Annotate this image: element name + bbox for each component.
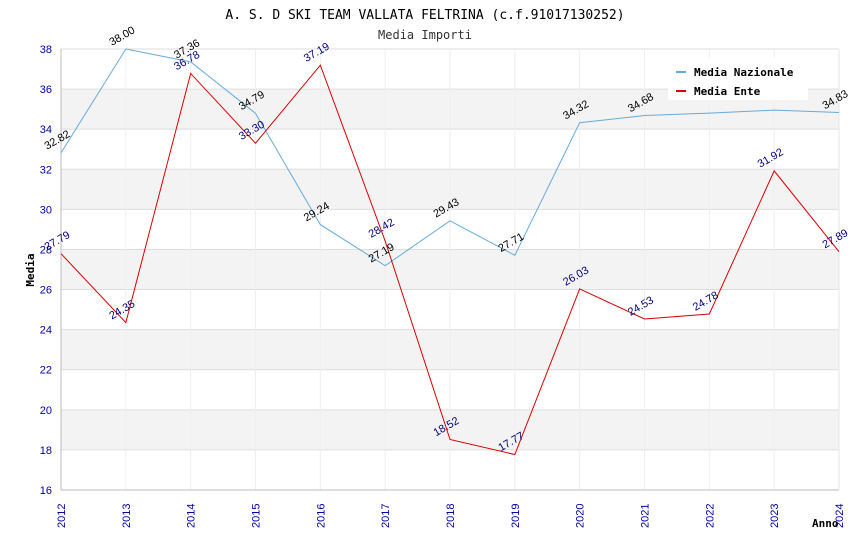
data-label: 31.92 (756, 146, 786, 170)
y-axis-label: Media (24, 253, 37, 286)
x-tick-label: 2012 (56, 504, 68, 528)
data-label: 24.53 (626, 294, 656, 318)
y-tick-labels: 16 18 20 22 24 26 28 30 32 34 36 38 (40, 44, 52, 497)
x-tick-label: 2016 (315, 504, 327, 528)
data-label: 38.00 (107, 24, 137, 48)
axes (60, 49, 840, 491)
y-tick-label: 38 (40, 44, 52, 56)
x-tick-label: 2020 (575, 504, 587, 528)
chart-title: A. S. D SKI TEAM VALLATA FELTRINA (c.f.9… (225, 8, 624, 23)
x-tick-label: 2015 (251, 504, 263, 528)
legend-box (668, 58, 808, 100)
y-tick-label: 26 (40, 285, 52, 297)
x-tick-label: 2024 (834, 504, 846, 528)
gridlines (60, 48, 840, 491)
y-tick-label: 32 (40, 164, 52, 176)
legend-entry: Media Ente (694, 85, 761, 98)
x-tick-label: 2021 (640, 504, 652, 528)
x-tick-label: 2017 (380, 504, 392, 528)
data-label: 37.19 (302, 41, 332, 65)
x-tick-label: 2019 (510, 504, 522, 528)
x-tick-label: 2022 (704, 504, 716, 528)
chart-subtitle: Media Importi (378, 28, 472, 42)
x-tick-label: 2014 (186, 504, 198, 528)
series-lines (60, 48, 840, 456)
series-line-media-ente (60, 64, 840, 456)
x-tick-label: 2013 (121, 504, 133, 528)
y-tick-label: 28 (40, 244, 52, 256)
y-tick-label: 16 (40, 485, 52, 497)
y-tick-label: 34 (40, 124, 52, 136)
y-tick-label: 30 (40, 204, 52, 216)
y-tick-label: 18 (40, 445, 52, 457)
y-tick-label: 20 (40, 405, 52, 417)
legend-entry: Media Nazionale (694, 66, 794, 79)
series-line-media-nazionale (60, 48, 840, 267)
x-tick-label: 2023 (769, 504, 781, 528)
x-axis-label: Anno (812, 517, 839, 530)
y-tick-label: 22 (40, 365, 52, 377)
x-tick-labels: 2012 2013 2014 2015 2016 2017 2018 2019 2020 2021… (56, 504, 846, 528)
x-tick-label: 2018 (445, 504, 457, 528)
y-tick-label: 36 (40, 84, 52, 96)
data-label: 24.78 (691, 289, 721, 313)
data-label: 28.42 (367, 216, 397, 240)
legend: Media Nazionale Media Ente (668, 58, 808, 100)
y-tick-label: 24 (40, 325, 52, 337)
